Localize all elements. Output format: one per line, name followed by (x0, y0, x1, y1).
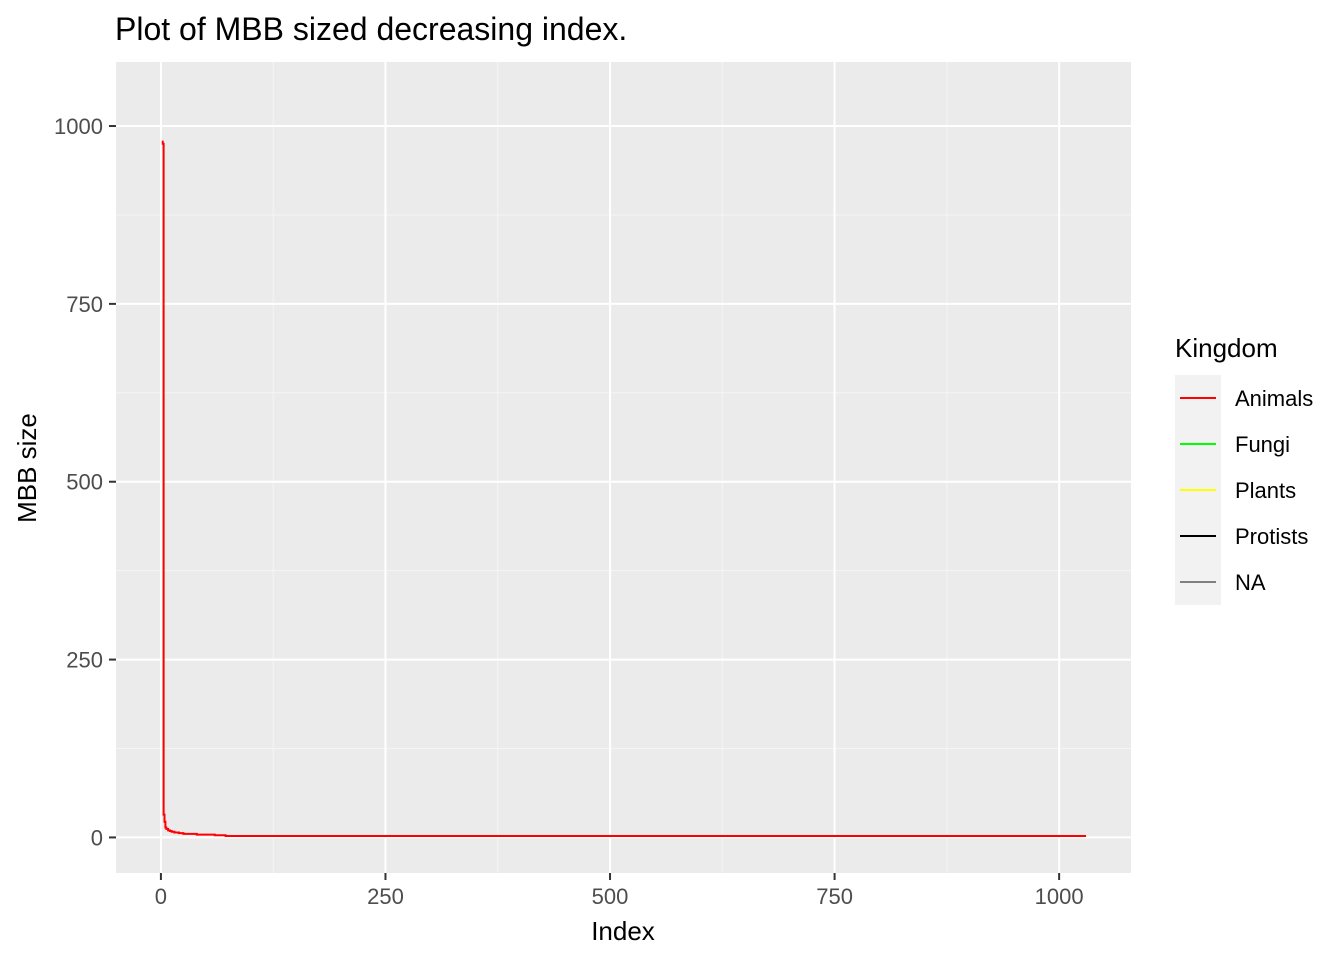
plot-panel (116, 62, 1131, 873)
y-tick-label: 250 (66, 648, 103, 673)
legend-label-na: NA (1235, 570, 1266, 595)
x-axis-title: Index (591, 916, 655, 946)
x-tick-label: 0 (155, 884, 167, 909)
legend-label-protists: Protists (1235, 524, 1308, 549)
y-tick-label: 500 (66, 470, 103, 495)
legend-label-fungi: Fungi (1235, 432, 1290, 457)
x-tick-label: 750 (816, 884, 853, 909)
grid-major-lines (116, 62, 1131, 873)
y-tick-label: 1000 (54, 114, 103, 139)
legend-label-plants: Plants (1235, 478, 1296, 503)
y-axis: 0 250 500 750 1000 (54, 114, 116, 850)
x-axis: 0 250 500 750 1000 (155, 873, 1084, 909)
series-layer (161, 140, 1087, 838)
y-tick-label: 0 (91, 825, 103, 850)
legend-title: Kingdom (1175, 333, 1278, 363)
grid-minor-lines (116, 62, 1131, 873)
legend: Kingdom Animals Fungi Plants Protists NA (1175, 333, 1313, 605)
y-axis-title: MBB size (12, 413, 42, 523)
series-line-animals (161, 140, 1087, 838)
legend-label-animals: Animals (1235, 386, 1313, 411)
y-tick-label: 750 (66, 292, 103, 317)
x-tick-label: 1000 (1035, 884, 1084, 909)
x-tick-label: 500 (592, 884, 629, 909)
x-tick-label: 250 (367, 884, 404, 909)
chart-title: Plot of MBB sized decreasing index. (115, 11, 627, 47)
